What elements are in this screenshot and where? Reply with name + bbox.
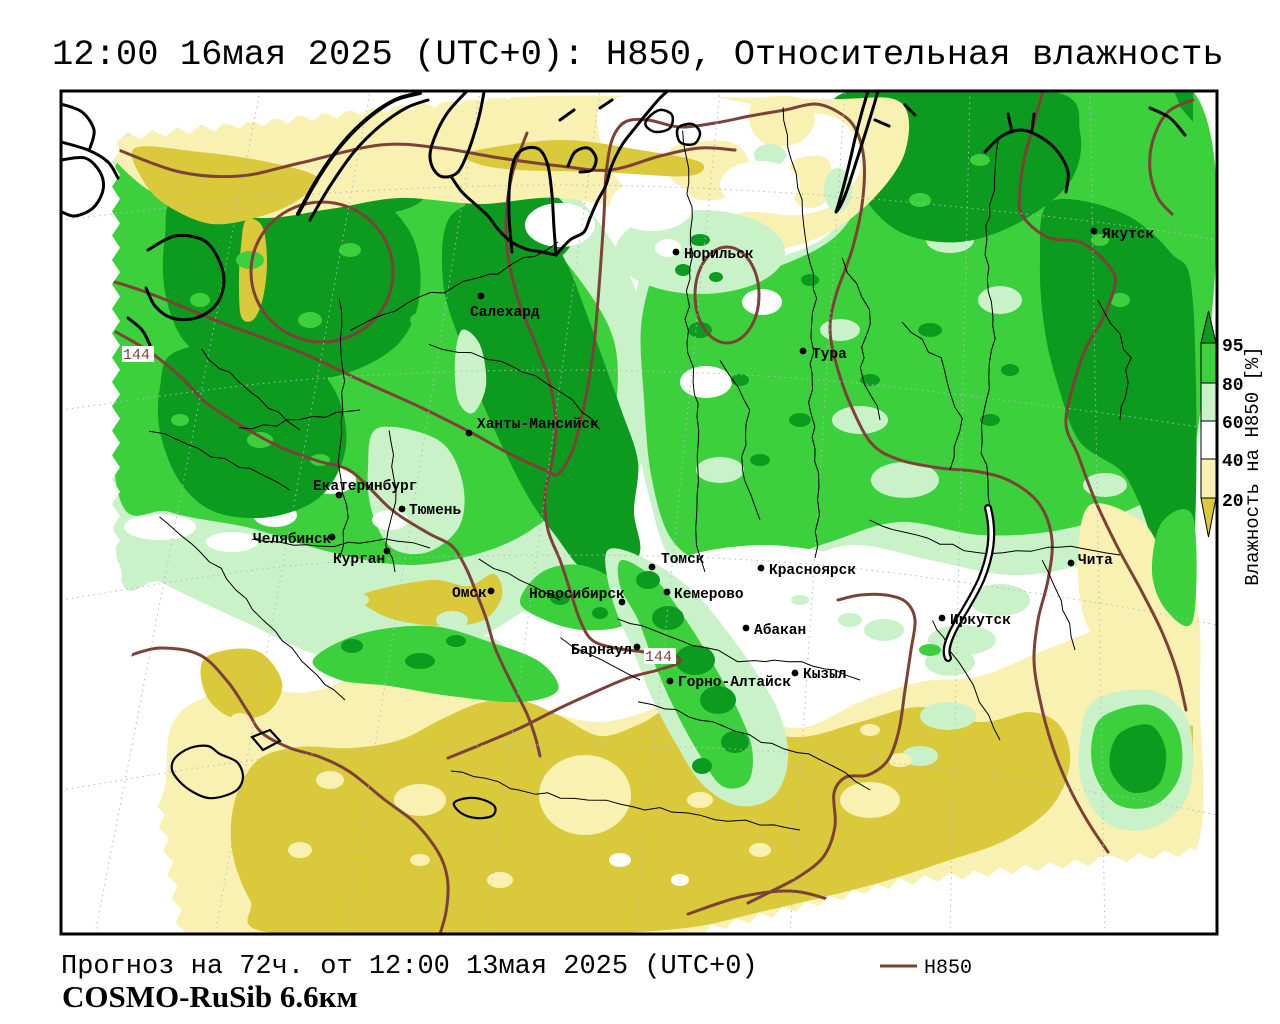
svg-text:95: 95 bbox=[1222, 337, 1244, 357]
svg-text:Томск: Томск bbox=[661, 552, 705, 568]
svg-text:40: 40 bbox=[1222, 452, 1244, 472]
svg-text:12:00 16мая 2025 (UTC+0): H850: 12:00 16мая 2025 (UTC+0): H850, Относите… bbox=[52, 34, 1224, 75]
svg-text:Тюмень: Тюмень bbox=[409, 503, 462, 519]
svg-text:H850: H850 bbox=[924, 957, 972, 980]
svg-text:Екатеринбург: Екатеринбург bbox=[313, 479, 417, 495]
svg-text:Тура: Тура bbox=[812, 347, 847, 363]
svg-text:Барнаул: Барнаул bbox=[571, 643, 632, 659]
svg-text:Салехард: Салехард bbox=[470, 305, 540, 321]
svg-text:COSMO-RuSib 6.6км: COSMO-RuSib 6.6км bbox=[62, 979, 358, 1014]
svg-text:20: 20 bbox=[1222, 492, 1244, 512]
svg-text:144: 144 bbox=[645, 649, 672, 666]
svg-text:Прогноз на 72ч. от 12:00 13мая: Прогноз на 72ч. от 12:00 13мая 2025 (UTC… bbox=[61, 952, 758, 982]
svg-text:60: 60 bbox=[1222, 414, 1244, 434]
svg-text:Челябинск: Челябинск bbox=[253, 532, 332, 548]
svg-text:Кемерово: Кемерово bbox=[674, 587, 744, 603]
svg-text:Ханты-Мансийск: Ханты-Мансийск bbox=[477, 417, 599, 433]
svg-text:Курган: Курган bbox=[333, 552, 385, 568]
svg-text:144: 144 bbox=[123, 347, 150, 364]
svg-text:Омск: Омск bbox=[452, 586, 487, 602]
svg-text:Кызыл: Кызыл bbox=[803, 667, 847, 683]
svg-text:Влажность на H850 [%]: Влажность на H850 [%] bbox=[1242, 346, 1264, 585]
svg-text:Абакан: Абакан bbox=[754, 623, 806, 639]
svg-text:80: 80 bbox=[1222, 376, 1244, 396]
svg-text:Новосибирск: Новосибирск bbox=[529, 587, 625, 603]
svg-text:Чита: Чита bbox=[1078, 553, 1113, 569]
svg-text:Горно-Алтайск: Горно-Алтайск bbox=[678, 675, 791, 691]
svg-text:Иркутск: Иркутск bbox=[950, 613, 1011, 629]
svg-text:Якутск: Якутск bbox=[1102, 227, 1155, 243]
svg-text:Норильск: Норильск bbox=[684, 247, 754, 263]
svg-text:Красноярск: Красноярск bbox=[769, 563, 856, 579]
